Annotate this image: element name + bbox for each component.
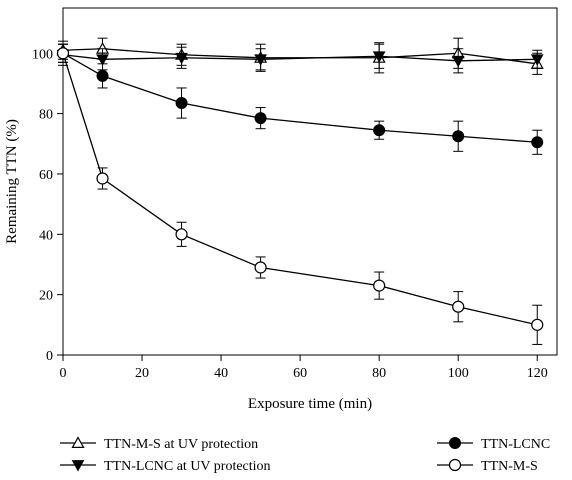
data-point: [452, 300, 465, 313]
y-tick-label: 80: [39, 108, 53, 123]
legend-label: TTN-M-S: [481, 459, 538, 474]
x-tick-label: 0: [60, 366, 67, 381]
x-tick-label: 100: [448, 366, 469, 381]
data-point: [254, 261, 267, 274]
y-tick-label: 0: [46, 349, 53, 364]
data-point: [175, 52, 188, 65]
legend-marker: [448, 458, 462, 472]
legend-marker: [449, 437, 461, 449]
legend: TTN-M-S at UV protection TTN-LCNC at UV p…: [60, 436, 550, 474]
data-point: [96, 69, 109, 82]
x-axis-label: Exposure time (min): [248, 396, 372, 412]
series-1: [56, 37, 544, 75]
y-tick-label: 60: [39, 168, 53, 183]
legend-item: TTN-LCNC at UV protection: [60, 459, 271, 474]
x-axis: 0 20 40 60 80 100 120: [60, 355, 548, 381]
data-point: [531, 318, 544, 331]
data-point: [56, 47, 70, 60]
y-axis-label: Remaining TTN (%): [4, 119, 20, 244]
series-line: [62, 53, 538, 326]
data-point: [372, 51, 386, 63]
x-tick-label: 20: [135, 366, 149, 381]
y-tick-label: 40: [39, 228, 53, 243]
data-point: [530, 54, 544, 66]
legend-marker: [71, 436, 85, 448]
plot-area: [62, 7, 558, 356]
legend-label: TTN-LCNC: [481, 437, 550, 452]
y-axis: 0 20 40 60 80 100: [32, 47, 63, 364]
data-point: [96, 54, 109, 66]
series-4: [56, 43, 544, 345]
series-3: [57, 43, 544, 155]
legend-label: TTN-LCNC at UV protection: [104, 459, 271, 474]
series-layer: [56, 37, 544, 345]
data-point: [96, 172, 109, 185]
data-point: [254, 112, 267, 125]
data-point: [373, 124, 386, 137]
plot-border: [62, 7, 558, 356]
x-tick-label: 40: [214, 366, 228, 381]
x-tick-label: 80: [372, 366, 386, 381]
legend-marker: [71, 460, 85, 472]
series-line: [62, 54, 538, 62]
legend-item: TTN-M-S at UV protection: [60, 436, 258, 452]
data-point: [175, 228, 188, 241]
data-point: [531, 136, 544, 149]
series-line: [62, 52, 538, 143]
data-point: [451, 55, 465, 68]
data-point: [254, 54, 267, 66]
legend-label: TTN-M-S at UV protection: [104, 437, 258, 452]
legend-item: TTN-M-S: [437, 458, 538, 474]
y-tick-label: 100: [32, 47, 53, 62]
series-line: [62, 48, 538, 65]
x-tick-label: 120: [527, 366, 548, 381]
legend-item: TTN-LCNC: [437, 437, 550, 452]
y-tick-label: 20: [39, 289, 53, 304]
series-2: [56, 43, 544, 74]
data-point: [452, 130, 465, 143]
data-point: [373, 279, 386, 292]
x-tick-label: 60: [293, 366, 307, 381]
data-point: [175, 97, 188, 110]
